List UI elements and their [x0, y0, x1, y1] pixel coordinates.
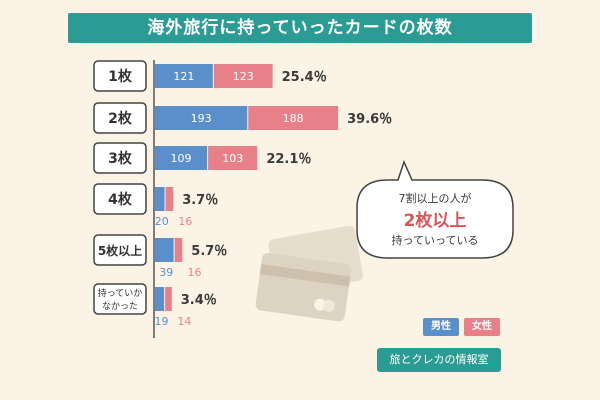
category-label-box [93, 183, 147, 215]
source-badge: 旅とクレカの情報室 [377, 348, 501, 372]
value-label-male: 20 [155, 215, 169, 228]
category-label: 持っていか [98, 287, 143, 299]
value-label-male: 19 [155, 315, 169, 328]
category-label: 5枚以上 [98, 243, 142, 258]
percent-label: 5.7％ [191, 244, 227, 259]
percent-label: 25.4％ [282, 70, 327, 85]
bar-female [165, 287, 172, 311]
value-label-male: 121 [173, 70, 194, 83]
value-label-female: 14 [177, 315, 191, 328]
category-label-box [93, 234, 147, 266]
bar-female [165, 187, 174, 211]
category-label-box [93, 283, 147, 315]
category-label: 4枚 [108, 191, 133, 208]
value-label-female: 103 [222, 152, 243, 165]
value-label-female: 188 [283, 112, 304, 125]
callout-line-2: 2枚以上 [403, 211, 467, 231]
value-label-female: 16 [178, 215, 192, 228]
percent-label: 3.7％ [182, 193, 218, 208]
bar-male [155, 238, 174, 262]
value-label-male: 109 [171, 152, 192, 165]
chart-title: 海外旅行に持っていったカードの枚数 [147, 18, 453, 38]
percent-label: 39.6％ [347, 112, 392, 127]
credit-card-illustration [255, 225, 363, 322]
category-label: なかった [102, 301, 138, 312]
bar-male [155, 146, 208, 170]
value-label-female: 16 [187, 266, 201, 279]
bar-female [174, 238, 183, 262]
category-label: 1枚 [108, 68, 133, 85]
bar-male [155, 287, 165, 311]
value-label-female: 123 [233, 70, 254, 83]
bar-male [155, 106, 248, 130]
callout-line-3: 持っていっている [391, 234, 479, 247]
category-label-box [93, 60, 147, 92]
percent-label: 3.4％ [181, 293, 217, 308]
legend-female: 女性 [464, 318, 500, 336]
callout-bubble [356, 159, 514, 259]
category-label: 2枚 [108, 110, 133, 127]
title-bar: 海外旅行に持っていったカードの枚数 [68, 13, 532, 43]
bar-male [155, 64, 213, 88]
credit-card-front-icon [255, 252, 352, 322]
callout-line-1: 7割以上の人が [398, 192, 472, 205]
bar-female [248, 106, 339, 130]
category-label-box [93, 102, 147, 134]
value-label-male: 193 [191, 112, 212, 125]
category-label-box [93, 142, 147, 174]
bar-male [155, 187, 165, 211]
value-label-male: 39 [159, 266, 173, 279]
legend-male: 男性 [423, 318, 459, 336]
bar-female [213, 64, 273, 88]
category-label: 3枚 [108, 150, 133, 167]
bar-female [208, 146, 258, 170]
percent-label: 22.1％ [266, 152, 311, 167]
